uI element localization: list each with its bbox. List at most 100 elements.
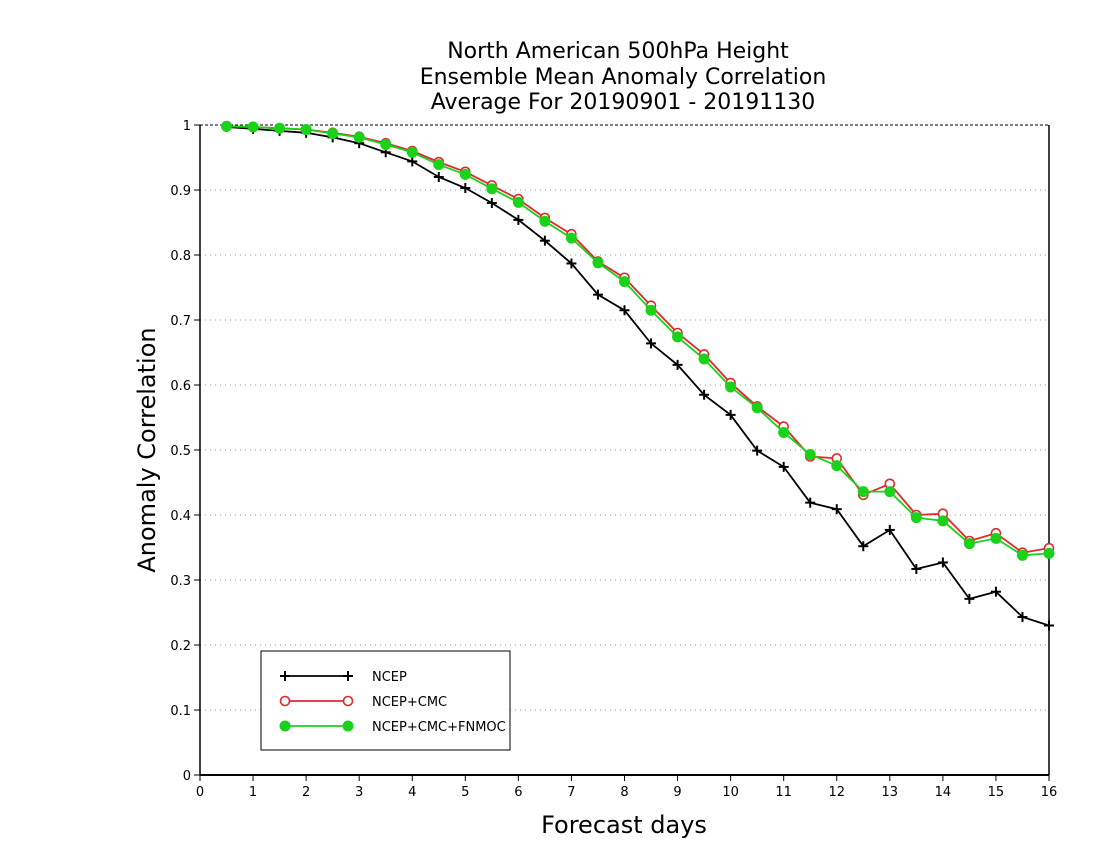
series-layer bbox=[221, 120, 1055, 631]
data-point bbox=[486, 183, 498, 195]
data-point bbox=[937, 557, 948, 568]
x-tick-label: 9 bbox=[673, 785, 681, 800]
data-point bbox=[990, 532, 1002, 544]
data-point bbox=[539, 215, 551, 227]
data-point bbox=[380, 139, 392, 150]
x-tick-label: 16 bbox=[1041, 785, 1058, 800]
x-tick-label: 7 bbox=[567, 785, 575, 800]
y-tick-label: 0.2 bbox=[170, 639, 191, 654]
data-point bbox=[406, 146, 418, 158]
data-point bbox=[433, 172, 444, 182]
data-point bbox=[990, 586, 1001, 597]
x-tick-label: 1 bbox=[249, 785, 257, 800]
y-axis-title: Anomaly Correlation bbox=[133, 327, 161, 572]
data-point bbox=[565, 232, 577, 244]
legend-marker-right bbox=[343, 671, 353, 681]
data-point bbox=[778, 426, 790, 438]
series-ncep-cmc-fnmoc bbox=[221, 120, 1055, 561]
x-tick-label: 15 bbox=[988, 785, 1005, 800]
x-tick-label: 5 bbox=[461, 785, 469, 800]
y-tick-label: 0.8 bbox=[170, 249, 191, 264]
data-point bbox=[937, 515, 949, 527]
x-tick-label: 12 bbox=[828, 785, 845, 800]
series-ncep bbox=[221, 121, 1054, 631]
data-point bbox=[858, 541, 869, 552]
data-point bbox=[407, 156, 418, 167]
legend-entry: NCEP bbox=[280, 670, 407, 685]
y-tick-label: 0 bbox=[183, 769, 191, 784]
data-point bbox=[1017, 612, 1028, 623]
y-tick-label: 0.4 bbox=[170, 509, 191, 524]
axes: 00.10.20.30.40.50.60.70.80.910 1 2 3 4 5 6 7 8 9 1… bbox=[170, 119, 1057, 800]
data-point bbox=[592, 257, 604, 269]
data-point bbox=[1016, 549, 1028, 561]
data-point bbox=[751, 402, 763, 414]
x-tick-label: 11 bbox=[775, 785, 792, 800]
data-point bbox=[513, 214, 524, 225]
x-tick-label: 0 bbox=[196, 785, 204, 800]
data-point bbox=[566, 258, 577, 269]
data-point bbox=[911, 563, 922, 574]
legend-marker-right bbox=[342, 695, 354, 707]
x-tick-label: 4 bbox=[408, 785, 416, 800]
data-point bbox=[459, 168, 471, 180]
data-point bbox=[619, 276, 630, 288]
series-line bbox=[226, 125, 1050, 557]
series-line bbox=[226, 126, 1050, 627]
gridlines bbox=[200, 124, 1049, 711]
x-tick-label: 6 bbox=[514, 785, 522, 800]
data-point bbox=[910, 512, 922, 524]
legend-marker-left bbox=[279, 695, 291, 707]
x-tick-label: 10 bbox=[722, 785, 739, 800]
data-point bbox=[805, 497, 816, 508]
chart-title-line-1: North American 500hPa Height bbox=[447, 39, 789, 64]
data-point bbox=[778, 461, 789, 472]
legend-label: NCEP+CMC bbox=[372, 695, 447, 710]
legend-marker-left bbox=[279, 720, 291, 732]
x-tick-label: 13 bbox=[882, 785, 899, 800]
data-point bbox=[831, 504, 842, 515]
data-point bbox=[831, 460, 843, 472]
data-point bbox=[300, 124, 312, 136]
data-point bbox=[804, 449, 816, 461]
chart-title-line-3: Average For 20190901 - 20191130 bbox=[431, 90, 816, 115]
data-point bbox=[539, 235, 550, 246]
data-point bbox=[327, 127, 339, 139]
data-point bbox=[221, 120, 233, 132]
data-point bbox=[963, 538, 975, 550]
data-point bbox=[884, 524, 895, 535]
y-tick-label: 0.5 bbox=[170, 444, 191, 459]
y-tick-label: 0.9 bbox=[170, 184, 191, 199]
data-point bbox=[884, 486, 896, 498]
y-tick-label: 1 bbox=[183, 119, 191, 134]
legend-marker-left bbox=[280, 671, 290, 681]
data-point bbox=[672, 359, 683, 370]
x-axis-title: Forecast days bbox=[541, 811, 707, 839]
data-point bbox=[725, 409, 736, 420]
legend-marker-right bbox=[342, 720, 354, 732]
data-point bbox=[964, 593, 975, 604]
data-point bbox=[646, 338, 657, 349]
data-point bbox=[645, 304, 657, 316]
data-point bbox=[353, 131, 365, 143]
data-point bbox=[1044, 620, 1054, 631]
legend: NCEP NCEP+CMC NCEP+CMC+FNMOC bbox=[260, 650, 511, 751]
legend-entry: NCEP+CMC+FNMOC bbox=[279, 720, 506, 735]
y-tick-label: 0.6 bbox=[170, 379, 191, 394]
x-tick-label: 8 bbox=[620, 785, 628, 800]
data-point bbox=[486, 198, 497, 208]
data-point bbox=[274, 122, 286, 134]
chart-title-line-2: Ensemble Mean Anomaly Correlation bbox=[420, 65, 827, 90]
y-tick-label: 0.3 bbox=[170, 574, 191, 589]
data-point bbox=[699, 389, 710, 400]
x-tick-label: 2 bbox=[302, 785, 310, 800]
data-point bbox=[512, 196, 524, 208]
y-tick-label: 0.7 bbox=[170, 314, 191, 329]
data-point bbox=[857, 486, 869, 498]
data-point bbox=[460, 183, 471, 194]
legend-label: NCEP+CMC+FNMOC bbox=[372, 720, 506, 735]
x-tick-label: 3 bbox=[355, 785, 363, 800]
data-point bbox=[247, 121, 259, 133]
data-point bbox=[725, 381, 737, 393]
